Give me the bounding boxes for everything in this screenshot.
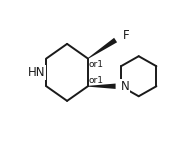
Text: N: N xyxy=(121,80,130,93)
Polygon shape xyxy=(88,38,117,59)
Text: HN: HN xyxy=(28,66,45,79)
Text: or1: or1 xyxy=(89,76,104,85)
Text: F: F xyxy=(123,29,129,42)
Text: or1: or1 xyxy=(89,60,104,69)
Polygon shape xyxy=(88,83,116,89)
